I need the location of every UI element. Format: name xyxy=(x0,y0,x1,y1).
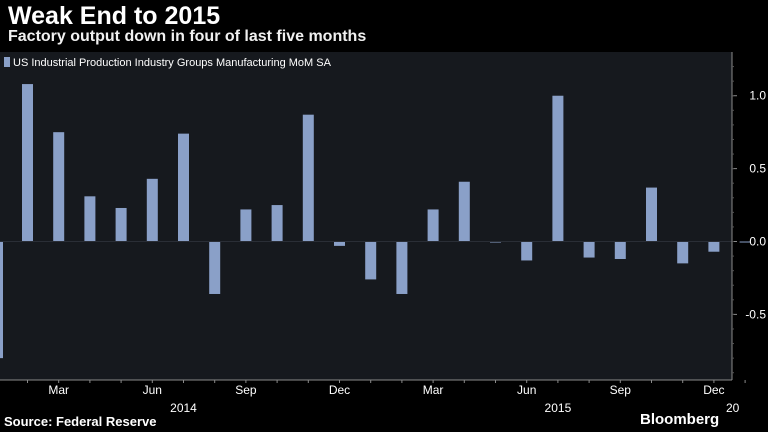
x-tick-label: Mar xyxy=(48,383,69,397)
bar-leading-partial xyxy=(0,241,3,359)
x-tick-label: Sep xyxy=(235,383,257,397)
bar-2014-09 xyxy=(271,205,283,242)
bar-2014-03 xyxy=(84,196,96,242)
bar-2015-03 xyxy=(458,181,470,242)
bar-2015-12 xyxy=(739,241,751,243)
bar-2015-01 xyxy=(396,241,408,294)
x-tick-label: Mar xyxy=(423,383,444,397)
bar-2014-04 xyxy=(115,207,127,242)
bar-2014-02 xyxy=(53,132,65,242)
bar-2015-06 xyxy=(552,95,564,242)
bar-2015-02 xyxy=(427,209,439,242)
plot-area xyxy=(0,52,732,380)
bar-2015-05 xyxy=(521,241,533,261)
x-ticks-group: Mar Jun Sep Dec Mar Jun Sep Dec 2014 2015 20 xyxy=(27,380,746,415)
bar-2014-06 xyxy=(178,133,189,242)
chart-subtitle: Factory output down in four of last five… xyxy=(8,28,367,45)
bar-2015-08 xyxy=(614,241,626,260)
y-tick-label: 0.5 xyxy=(749,162,766,176)
legend-swatch xyxy=(4,57,10,67)
brand-logo: Bloomberg xyxy=(640,411,720,428)
bar-2014-10 xyxy=(302,114,314,242)
bar-2014-07 xyxy=(209,241,221,294)
x-year-label: 20 xyxy=(726,401,740,415)
y-tick-label: 1.0 xyxy=(749,89,766,103)
legend-label: US Industrial Production Industry Groups… xyxy=(13,57,332,69)
x-tick-label: Dec xyxy=(703,383,724,397)
x-tick-label: Jun xyxy=(517,383,536,397)
x-tick-label: Sep xyxy=(610,383,632,397)
source-note: Source: Federal Reserve xyxy=(4,414,157,429)
x-year-label: 2015 xyxy=(545,401,572,415)
x-year-label: 2014 xyxy=(170,401,197,415)
bar-2014-05 xyxy=(146,178,158,242)
bar-2014-08 xyxy=(240,209,252,242)
bar-2015-07 xyxy=(583,241,595,258)
bar-2015-10 xyxy=(677,241,689,264)
chart-title: Weak End to 2015 xyxy=(8,2,221,30)
x-tick-label: Jun xyxy=(143,383,162,397)
y-ticks-group: 1.0 0.5 0.0 -0.5 xyxy=(732,66,766,374)
y-tick-label: -0.5 xyxy=(745,307,766,321)
y-tick-label: 0.0 xyxy=(749,235,766,249)
bar-2015-11 xyxy=(708,241,720,252)
x-tick-label: Dec xyxy=(329,383,350,397)
bar-2015-09 xyxy=(646,187,657,242)
bars-group xyxy=(0,84,751,359)
bar-2014-11 xyxy=(334,241,345,246)
bar-2014-12 xyxy=(365,241,377,280)
bar-2014-01 xyxy=(22,84,33,242)
